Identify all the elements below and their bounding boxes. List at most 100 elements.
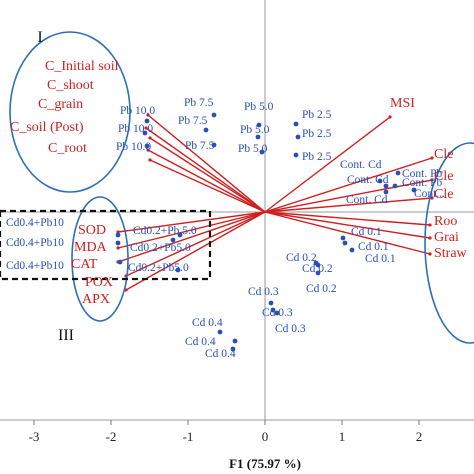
score-label: Cd0.2+Pb5.0: [128, 262, 189, 274]
score-label: Cd0.2+Pb5.0: [130, 242, 191, 254]
loading-label: Cle: [434, 169, 453, 184]
score-point: [144, 118, 150, 124]
loading-tip: [144, 126, 148, 130]
score-label: Cont. Pb: [402, 177, 443, 189]
score-label: Cd0.4+Pb10: [6, 237, 64, 249]
loading-label: Grai: [434, 230, 459, 245]
loading-vector: [264, 157, 433, 213]
score-point: [175, 267, 181, 273]
x-tick-label: 2: [416, 429, 423, 444]
score-label: Cd 0.2: [306, 283, 337, 295]
loading-label: Roo: [434, 214, 457, 229]
loading-vector: [117, 211, 266, 233]
loading-vector: [264, 211, 431, 255]
group-label-i: I: [37, 29, 42, 46]
x-tick-label: -3: [29, 429, 40, 444]
score-label: Cd 0.1: [365, 253, 396, 265]
loading-label: Cle: [434, 147, 453, 162]
loading-label: SOD: [78, 223, 106, 238]
score-label: Cd 0.1: [351, 226, 382, 238]
loading-vector: [117, 211, 266, 263]
score-point: [383, 189, 389, 195]
score-label: Pb 10.0: [116, 141, 151, 153]
loading-label: C_root: [48, 141, 87, 156]
score-point: [170, 237, 176, 243]
score-label: Pb 7.5: [178, 115, 208, 127]
score-label: Cont. Cd: [340, 159, 382, 171]
group-label-iii: III: [58, 327, 74, 344]
score-label: Pb 5.0: [238, 143, 268, 155]
x-tick-label: -1: [183, 429, 194, 444]
score-point: [270, 307, 276, 313]
loading-tip: [430, 178, 434, 182]
score-point: [211, 142, 217, 148]
loading-tip: [148, 158, 152, 162]
loading-vector: [125, 211, 266, 277]
score-label: Pb 2.5: [302, 128, 332, 140]
score-label: Pb 2.5: [302, 151, 332, 163]
score-point: [142, 130, 148, 136]
loading-vector: [264, 197, 433, 213]
loading-tip: [430, 156, 434, 160]
score-point: [340, 235, 346, 241]
score-point: [349, 247, 355, 253]
score-label: Cont...: [414, 188, 445, 200]
loading-vector: [117, 211, 266, 249]
loading-tip: [146, 113, 150, 117]
score-point: [117, 259, 123, 265]
loading-label: C_Initial soil: [45, 59, 119, 74]
loading-tip: [430, 196, 434, 200]
score-point: [293, 121, 299, 127]
loading-vector: [125, 211, 266, 291]
score-label: Cd 0.3: [248, 286, 279, 298]
score-label: Cd0.2+Pb 5.0: [133, 225, 197, 237]
score-label: Pb 10.0: [118, 123, 153, 135]
loading-label: Cle: [434, 187, 453, 202]
loading-vector: [145, 127, 266, 213]
score-point: [256, 122, 262, 128]
score-point: [315, 270, 321, 276]
x-tick-label: -2: [106, 429, 117, 444]
group-right-ellipse: [424, 142, 474, 344]
x-tick-label: 1: [339, 429, 346, 444]
x-tick-label: 0: [262, 429, 269, 444]
score-label: Pb 5.0: [240, 124, 270, 136]
loading-label: APX: [82, 292, 110, 307]
loading-label: CAT: [71, 257, 98, 272]
text-layer: -3 -2 -1 0 1 2 F1 (75.97 %) C_Initial soil C_sho…: [6, 29, 468, 471]
group-iii-ellipse: [71, 196, 129, 322]
score-label: Cd 0.2: [302, 263, 333, 275]
score-point: [268, 300, 274, 306]
score-point: [211, 112, 217, 118]
loading-vector: [264, 116, 391, 213]
score-label: Cd0.4+Pb10: [6, 260, 64, 272]
score-label: Pb 7.5: [184, 97, 214, 109]
score-label: Cd 0.3: [275, 323, 306, 335]
loading-tip: [428, 223, 432, 227]
score-label: Cd 0.4: [192, 317, 223, 329]
loading-tip: [148, 136, 152, 140]
score-label: Cont. Cd: [346, 194, 388, 206]
score-point: [383, 183, 389, 189]
score-label: Cont. Cd: [347, 174, 389, 186]
score-point: [255, 134, 261, 140]
score-label: Cd 0.4: [205, 348, 236, 360]
score-label: Cont. Pb: [402, 168, 443, 180]
loading-vector: [149, 137, 266, 213]
group-i-ellipse: [9, 31, 131, 193]
loading-vector: [264, 211, 431, 239]
loading-tip: [428, 236, 432, 240]
score-point: [315, 262, 321, 268]
loadings-layer: [116, 113, 434, 292]
loading-tip: [428, 252, 432, 256]
score-point: [230, 346, 236, 352]
loading-label: C_soil (Post): [10, 120, 84, 135]
score-point: [177, 232, 183, 238]
score-point: [203, 127, 209, 133]
loading-label: MDA: [74, 240, 108, 255]
dashed-box: [0, 209, 212, 281]
loading-label: C_grain: [38, 97, 83, 112]
axes-layer: [0, 0, 474, 425]
score-point: [115, 232, 121, 238]
